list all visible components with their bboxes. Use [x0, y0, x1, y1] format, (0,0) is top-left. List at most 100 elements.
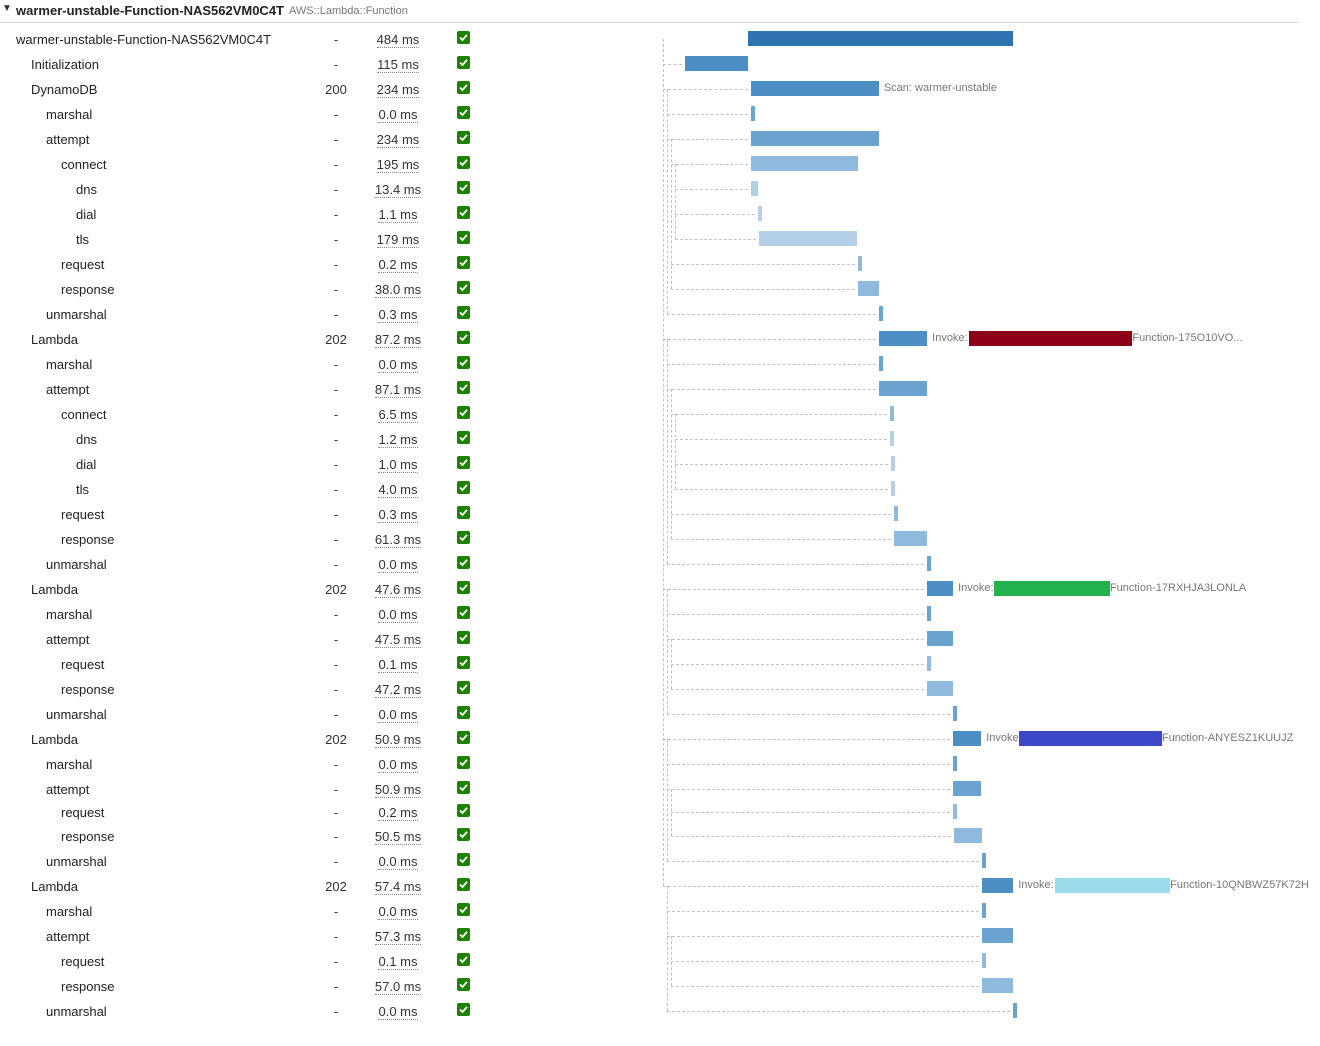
timeline-bar[interactable] — [953, 828, 982, 843]
timeline-bar[interactable] — [927, 581, 954, 596]
duration-value[interactable]: 57.3 ms — [360, 929, 436, 945]
segment-name[interactable]: Lambda — [31, 732, 78, 747]
segment-name[interactable]: attempt — [46, 632, 90, 647]
duration-value[interactable]: 61.3 ms — [360, 532, 436, 548]
duration-value[interactable]: 484 ms — [360, 32, 436, 48]
timeline-bar[interactable] — [927, 631, 954, 646]
duration-value[interactable]: 6.5 ms — [360, 407, 436, 423]
timeline-bar[interactable] — [981, 953, 986, 968]
timeline-bar[interactable] — [953, 781, 982, 796]
trace-row[interactable]: connect - 195 ms — [0, 153, 1320, 175]
duration-value[interactable]: 0.0 ms — [360, 854, 436, 870]
trace-row[interactable]: request - 0.2 ms — [0, 801, 1320, 823]
segment-name[interactable]: unmarshal — [46, 307, 107, 322]
duration-value[interactable]: 50.5 ms — [360, 829, 436, 845]
duration-value[interactable]: 38.0 ms — [360, 282, 436, 298]
duration-value[interactable]: 1.2 ms — [360, 432, 436, 448]
segment-name[interactable]: tls — [76, 232, 89, 247]
trace-row[interactable]: response - 47.2 ms — [0, 678, 1320, 700]
duration-value[interactable]: 0.0 ms — [360, 757, 436, 773]
trace-row[interactable]: Lambda 202 47.6 ms — [0, 578, 1320, 600]
trace-row[interactable]: attempt - 47.5 ms — [0, 628, 1320, 650]
duration-value[interactable]: 87.2 ms — [360, 332, 436, 348]
trace-row[interactable]: DynamoDB 200 234 ms — [0, 78, 1320, 100]
timeline-bar[interactable] — [953, 706, 958, 721]
duration-value[interactable]: 87.1 ms — [360, 382, 436, 398]
timeline-bar[interactable] — [893, 531, 928, 546]
timeline-bar[interactable] — [927, 606, 932, 621]
segment-name[interactable]: response — [61, 979, 115, 994]
duration-value[interactable]: 0.0 ms — [360, 357, 436, 373]
trace-row[interactable]: attempt - 87.1 ms — [0, 378, 1320, 400]
segment-name[interactable]: marshal — [46, 757, 93, 772]
segment-name[interactable]: marshal — [46, 607, 93, 622]
segment-name[interactable]: dial — [76, 207, 97, 222]
segment-name[interactable]: response — [61, 682, 115, 697]
segment-name[interactable]: connect — [61, 407, 107, 422]
segment-name[interactable]: response — [61, 532, 115, 547]
timeline-bar[interactable] — [981, 903, 986, 918]
segment-name[interactable]: marshal — [46, 357, 93, 372]
duration-value[interactable]: 0.2 ms — [360, 805, 436, 821]
trace-row[interactable]: Lambda 202 57.4 ms — [0, 875, 1320, 897]
segment-name[interactable]: request — [61, 657, 105, 672]
segment-name[interactable]: unmarshal — [46, 854, 107, 869]
segment-name[interactable]: dial — [76, 457, 97, 472]
duration-value[interactable]: 0.3 ms — [360, 307, 436, 323]
timeline-bar[interactable] — [748, 31, 1013, 46]
segment-name[interactable]: unmarshal — [46, 707, 107, 722]
duration-value[interactable]: 0.0 ms — [360, 607, 436, 623]
timeline-bar[interactable] — [879, 381, 928, 396]
segment-name[interactable]: attempt — [46, 782, 90, 797]
duration-value[interactable]: 50.9 ms — [360, 732, 436, 748]
timeline-bar[interactable] — [890, 406, 895, 421]
duration-value[interactable]: 4.0 ms — [360, 482, 436, 498]
trace-row[interactable]: unmarshal - 0.0 ms — [0, 703, 1320, 725]
segment-name[interactable]: dns — [76, 182, 97, 197]
timeline-bar[interactable] — [981, 978, 1013, 993]
segment-name[interactable]: attempt — [46, 132, 90, 147]
timeline-bar[interactable] — [758, 206, 763, 221]
timeline-bar[interactable] — [927, 681, 953, 696]
timeline-bar[interactable] — [890, 456, 895, 471]
segment-name[interactable]: Lambda — [31, 582, 78, 597]
trace-row[interactable]: unmarshal - 0.0 ms — [0, 553, 1320, 575]
trace-row[interactable]: tls - 4.0 ms — [0, 478, 1320, 500]
segment-header[interactable]: ▼ warmer-unstable-Function-NAS562VM0C4T … — [0, 0, 1298, 23]
timeline-bar[interactable] — [858, 281, 879, 296]
timeline-bar[interactable] — [750, 181, 759, 196]
segment-name[interactable]: request — [61, 507, 105, 522]
duration-value[interactable]: 179 ms — [360, 232, 436, 248]
duration-value[interactable]: 0.1 ms — [360, 954, 436, 970]
timeline-bar[interactable] — [750, 81, 879, 96]
duration-value[interactable]: 57.0 ms — [360, 979, 436, 995]
timeline-bar[interactable] — [879, 356, 884, 371]
duration-value[interactable]: 47.6 ms — [360, 582, 436, 598]
segment-name[interactable]: dns — [76, 432, 97, 447]
timeline-bar[interactable] — [953, 804, 958, 819]
duration-value[interactable]: 13.4 ms — [360, 182, 436, 198]
trace-row[interactable]: unmarshal - 0.3 ms — [0, 303, 1320, 325]
timeline-bar[interactable] — [759, 231, 858, 246]
segment-name[interactable]: unmarshal — [46, 1004, 107, 1019]
timeline-bar[interactable] — [953, 731, 982, 746]
segment-name[interactable]: tls — [76, 482, 89, 497]
trace-row[interactable]: connect - 6.5 ms — [0, 403, 1320, 425]
trace-row[interactable]: dns - 13.4 ms — [0, 178, 1320, 200]
duration-value[interactable]: 1.1 ms — [360, 207, 436, 223]
timeline-bar[interactable] — [981, 878, 1014, 893]
timeline-bar[interactable] — [1013, 1003, 1017, 1018]
segment-name[interactable]: Lambda — [31, 332, 78, 347]
duration-value[interactable]: 1.0 ms — [360, 457, 436, 473]
timeline-bar[interactable] — [750, 131, 879, 146]
trace-row[interactable]: response - 57.0 ms — [0, 975, 1320, 997]
segment-name[interactable]: DynamoDB — [31, 82, 98, 97]
segment-name[interactable]: warmer-unstable-Function-NAS562VM0C4T — [16, 32, 272, 47]
timeline-bar[interactable] — [890, 431, 895, 446]
timeline-bar[interactable] — [878, 306, 883, 321]
duration-value[interactable]: 234 ms — [360, 82, 436, 98]
duration-value[interactable]: 0.1 ms — [360, 657, 436, 673]
timeline-bar[interactable] — [982, 853, 987, 868]
trace-row[interactable]: response - 61.3 ms — [0, 528, 1320, 550]
timeline-bar[interactable] — [981, 928, 1014, 943]
